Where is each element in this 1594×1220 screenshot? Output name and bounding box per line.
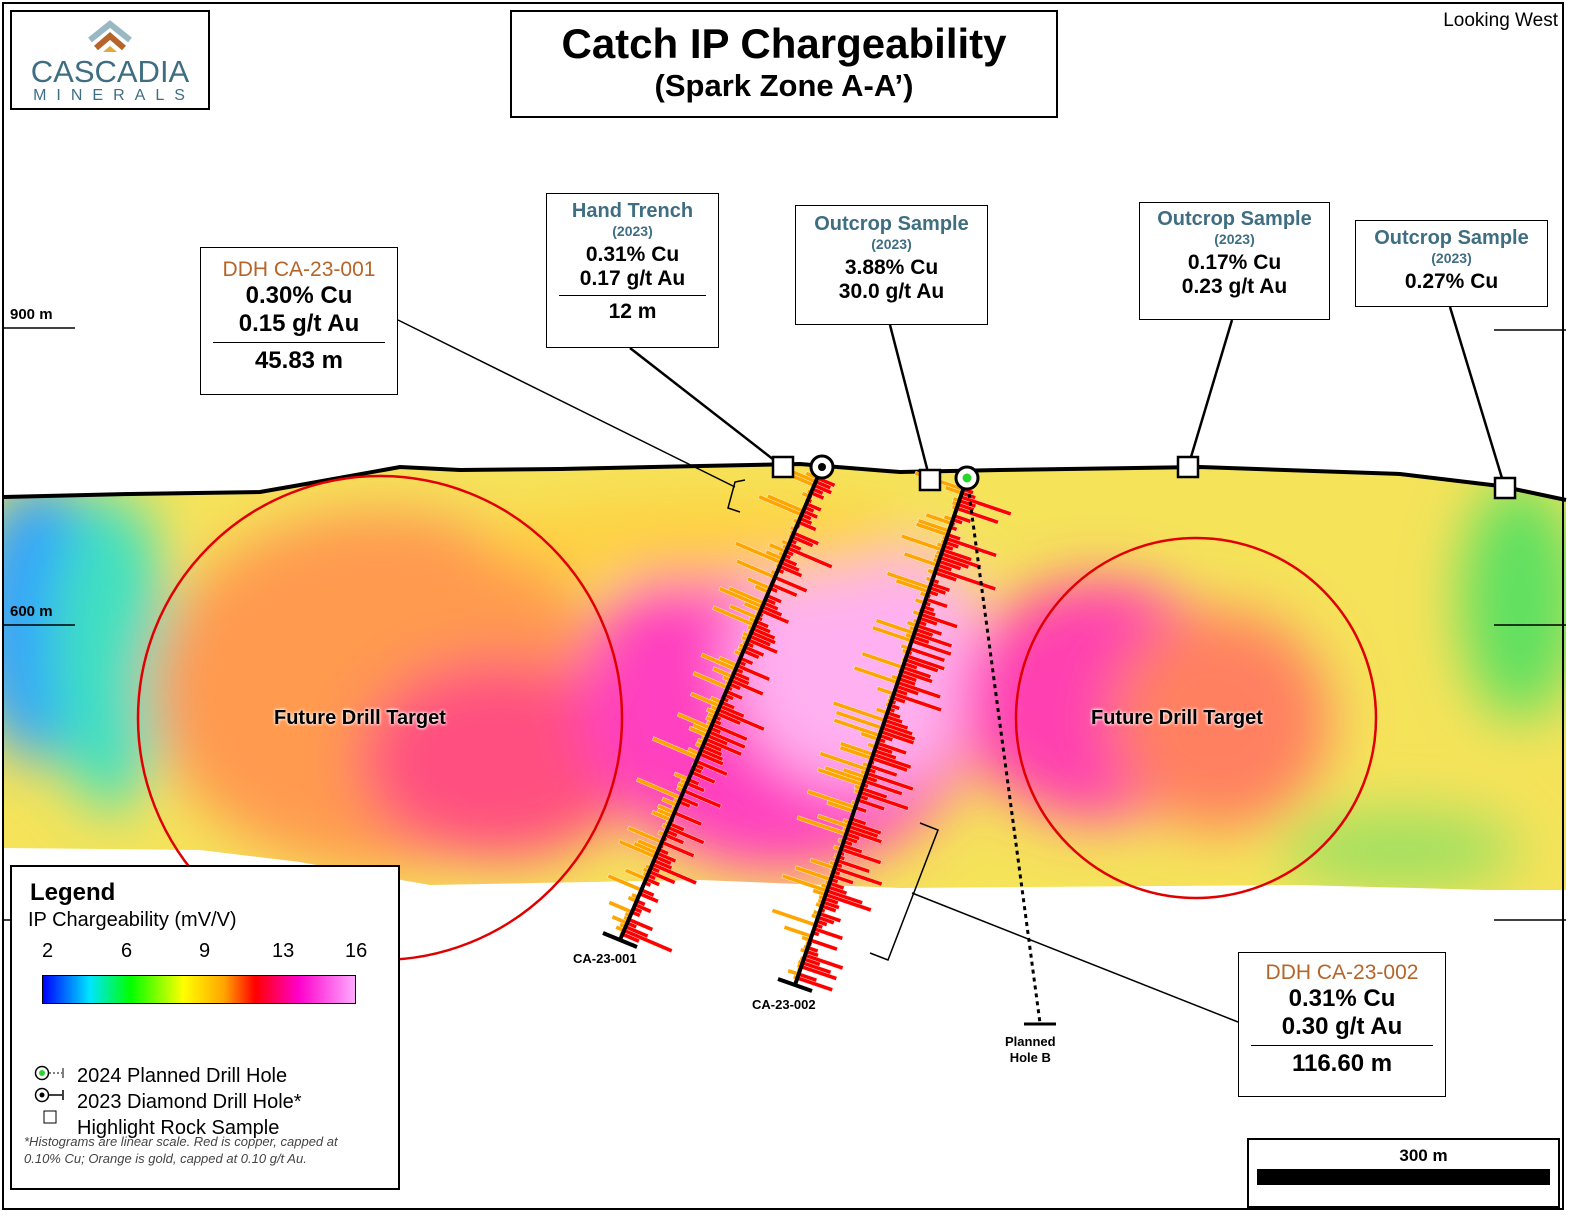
copper-grade: 3.88% Cu xyxy=(844,256,939,279)
rock-sample-icon xyxy=(43,1110,57,1124)
title-box: Catch IP Chargeability (Spark Zone A-A’) xyxy=(510,10,1058,118)
callout-hand-trench: Hand Trench (2023) 0.31% Cu 0.17 g/t Au … xyxy=(546,193,719,348)
legend-scale-title: IP Chargeability (mV/V) xyxy=(28,909,237,931)
logo-text: CASCADIA xyxy=(30,54,190,89)
scale-bar-label: 300 m xyxy=(1399,1146,1448,1165)
hole-end-cap xyxy=(602,931,638,949)
gold-grade: 0.23 g/t Au xyxy=(1181,275,1288,298)
divider xyxy=(1251,1045,1433,1046)
callout-year: (2023) xyxy=(1214,231,1255,247)
planned-hole-label-line1: Planned xyxy=(1005,1034,1056,1049)
elevation-600: 600 m xyxy=(10,603,53,620)
colorbar-tick: 6 xyxy=(121,940,133,962)
target-circle-right xyxy=(1014,536,1378,900)
target-label-left: Future Drill Target xyxy=(274,707,446,729)
drill-hole-ca-23-001 xyxy=(618,466,824,941)
legend-item: 2023 Diamond Drill Hole* xyxy=(77,1091,302,1113)
page-subtitle: (Spark Zone A-A’) xyxy=(654,68,914,103)
view-direction: Looking West xyxy=(1443,10,1558,31)
logo: CASCADIA MINERALS xyxy=(10,10,210,110)
colorbar-tick: 13 xyxy=(272,940,295,962)
legend-items: 2024 Planned Drill Hole 2023 Diamond Dril… xyxy=(77,1063,302,1141)
topography-line xyxy=(3,461,1567,502)
drill-collar-dot xyxy=(818,463,826,471)
divider xyxy=(213,342,385,343)
gold-grade: 0.30 g/t Au xyxy=(1281,1013,1403,1040)
callout-ddh-ca-23-001: DDH CA-23-001 0.30% Cu 0.15 g/t Au 45.83… xyxy=(200,247,398,395)
legend-title: Legend xyxy=(30,879,116,906)
gold-grade: 30.0 g/t Au xyxy=(838,280,945,303)
interval-length: 116.60 m xyxy=(1291,1050,1393,1077)
callout-year: (2023) xyxy=(1431,250,1472,266)
callout-title: DDH CA-23-002 xyxy=(1265,961,1419,984)
planned-hole-label: Planned Hole B xyxy=(1005,1034,1056,1066)
legend: Legend IP Chargeability (mV/V) 2 6 9 13 … xyxy=(10,865,400,1190)
callout-ddh-ca-23-002: DDH CA-23-002 0.31% Cu 0.30 g/t Au 116.6… xyxy=(1238,952,1446,1097)
copper-grade: 0.31% Cu xyxy=(585,243,680,266)
callout-outcrop-sample-3: Outcrop Sample (2023) 0.27% Cu xyxy=(1355,220,1548,307)
gold-grade: 0.15 g/t Au xyxy=(238,310,360,337)
target-label-right: Future Drill Target xyxy=(1091,707,1263,729)
callout-title: Outcrop Sample xyxy=(1157,208,1312,230)
legend-note: *Histograms are linear scale. Red is cop… xyxy=(24,1134,338,1166)
callout-outcrop-sample-1: Outcrop Sample (2023) 3.88% Cu 30.0 g/t … xyxy=(795,205,988,325)
colorbar xyxy=(42,975,356,1004)
planned-hole-b xyxy=(965,477,1042,1024)
planned-collar-dot xyxy=(962,473,972,483)
page-title: Catch IP Chargeability xyxy=(561,20,1007,67)
copper-grade: 0.17% Cu xyxy=(1187,251,1282,274)
hole-label-ca-23-002: CA-23-002 xyxy=(752,997,816,1012)
scale-bar-graphic xyxy=(1257,1169,1550,1185)
callout-leaders xyxy=(397,306,1507,1023)
copper-grade: 0.27% Cu xyxy=(1404,270,1499,293)
gold-grade: 0.17 g/t Au xyxy=(579,267,686,290)
legend-symbols xyxy=(34,1065,64,1124)
callout-year: (2023) xyxy=(612,223,653,239)
elevation-900: 900 m xyxy=(10,306,53,323)
colorbar-ticks: 2 6 9 13 16 xyxy=(34,940,368,964)
logo-mark-icon xyxy=(88,20,132,52)
colorbar-tick: 16 xyxy=(345,940,368,962)
callout-title: Outcrop Sample xyxy=(814,213,969,235)
legend-item: Highlight Rock Sample xyxy=(77,1117,280,1139)
interval-length: 12 m xyxy=(608,300,657,323)
legend-item: 2024 Planned Drill Hole xyxy=(77,1065,288,1087)
callout-year: (2023) xyxy=(871,236,912,252)
copper-grade: 0.30% Cu xyxy=(245,282,353,309)
hole-label-ca-23-001: CA-23-001 xyxy=(573,951,637,966)
map-frame xyxy=(2,2,1564,1210)
scale-bar: 300 m xyxy=(1247,1138,1560,1208)
divider xyxy=(559,295,706,296)
callout-title: Outcrop Sample xyxy=(1374,227,1529,249)
planned-hole-label-line2: Hole B xyxy=(1009,1050,1051,1065)
drill-hole-ca-23-002 xyxy=(793,477,969,986)
callout-outcrop-sample-2: Outcrop Sample (2023) 0.17% Cu 0.23 g/t … xyxy=(1139,202,1330,320)
callout-title: DDH CA-23-001 xyxy=(222,258,376,281)
hole-end-cap xyxy=(777,977,813,993)
logo-subtext: MINERALS xyxy=(33,87,195,104)
copper-grade: 0.31% Cu xyxy=(1288,985,1396,1012)
colorbar-tick: 9 xyxy=(199,940,211,962)
interval-length: 45.83 m xyxy=(254,347,344,374)
elevation-ticks xyxy=(4,327,1566,921)
colorbar-tick: 2 xyxy=(42,940,54,962)
rock-sample-markers xyxy=(771,455,1517,500)
callout-title: Hand Trench xyxy=(571,200,694,222)
